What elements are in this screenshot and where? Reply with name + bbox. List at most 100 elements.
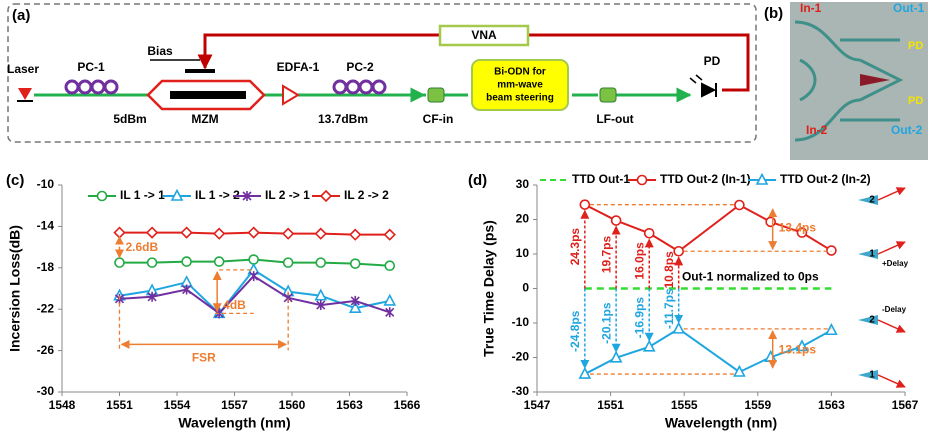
marker bbox=[610, 215, 622, 226]
value-label: 19.7ps bbox=[599, 236, 613, 274]
legend-label: IL 2 -> 1 bbox=[265, 188, 310, 202]
series-line bbox=[584, 327, 832, 375]
marker bbox=[795, 339, 809, 352]
bias-label: Bias bbox=[147, 44, 173, 58]
pd-label: PD bbox=[704, 54, 721, 68]
marker bbox=[765, 216, 776, 228]
marker bbox=[147, 291, 157, 302]
marker bbox=[826, 245, 837, 256]
marker bbox=[316, 300, 326, 311]
legend-label: TTD Out-2 (In-2) bbox=[780, 172, 871, 186]
value-label: -24.8ps bbox=[568, 310, 582, 352]
legend-marker bbox=[319, 189, 333, 203]
series-line bbox=[584, 203, 832, 253]
marker bbox=[734, 199, 745, 211]
marker bbox=[314, 288, 328, 301]
legend-label: IL 1 -> 2 bbox=[195, 188, 240, 202]
edfa-label: EDFA-1 bbox=[277, 60, 320, 74]
odn-label: beam steering bbox=[486, 93, 554, 104]
value-label: 24.3ps bbox=[568, 228, 582, 266]
antenna-array bbox=[858, 195, 878, 380]
x-tick-label: 1557 bbox=[221, 398, 248, 412]
marker bbox=[796, 227, 808, 238]
edfa-icon bbox=[282, 84, 300, 106]
pd-label: PD bbox=[908, 95, 923, 107]
beam-arrow bbox=[877, 187, 906, 388]
x-tick-label: 1563 bbox=[818, 398, 845, 412]
marker bbox=[314, 227, 327, 240]
chip-image: (b) In-1 Out-1 PD PD In-2 Out-2 bbox=[764, 1, 928, 160]
x-tick-label: 1559 bbox=[744, 398, 771, 412]
odn-label: Bi-ODN for bbox=[494, 67, 546, 78]
marker bbox=[113, 226, 126, 239]
marker bbox=[349, 258, 361, 269]
marker bbox=[182, 284, 192, 295]
y-tick-label: -22 bbox=[37, 301, 55, 315]
marker bbox=[114, 257, 125, 268]
y-axis-label: Incersion Loss(dB) bbox=[7, 225, 23, 352]
x-axis-label: Wavelength (nm) bbox=[665, 415, 777, 431]
bias-electrode bbox=[185, 69, 215, 73]
y-axis-label: True Time Delay (ps) bbox=[481, 220, 497, 357]
port-label: In-2 bbox=[806, 123, 828, 137]
lf-out-label: LF-out bbox=[596, 112, 633, 126]
legend-marker bbox=[242, 191, 252, 201]
mzm-label: MZM bbox=[191, 112, 218, 126]
marker bbox=[672, 321, 686, 334]
marker bbox=[642, 339, 656, 352]
legend-marker bbox=[170, 188, 184, 201]
y-tick-label: 10 bbox=[516, 246, 530, 260]
laser-icon bbox=[18, 88, 32, 100]
marker bbox=[247, 226, 260, 239]
legend-label: TTD Out-1 bbox=[572, 172, 630, 186]
y-tick-label: 20 bbox=[516, 212, 530, 226]
marker bbox=[145, 226, 159, 239]
series-line bbox=[119, 274, 391, 315]
y-tick-label: -14 bbox=[37, 219, 55, 233]
marker bbox=[282, 227, 295, 240]
marker bbox=[213, 256, 225, 267]
marker bbox=[673, 245, 684, 257]
annotation: 2.6dB bbox=[126, 240, 159, 254]
marker bbox=[213, 227, 226, 240]
y-tick-label: -10 bbox=[37, 177, 55, 191]
odn-label: mm-wave bbox=[497, 80, 543, 91]
marker bbox=[249, 271, 259, 282]
marker bbox=[383, 293, 397, 306]
lf-out-icon bbox=[599, 87, 617, 103]
y-tick-label: -20 bbox=[512, 350, 530, 364]
pd-icon bbox=[701, 82, 717, 98]
value-label: -11.7ps bbox=[662, 288, 676, 329]
icon-label: +Delay bbox=[882, 259, 909, 268]
legend-label: IL 1 -> 1 bbox=[120, 188, 165, 202]
y-tick-label: -30 bbox=[37, 384, 55, 398]
icon-label: 2 bbox=[869, 315, 875, 326]
annotation: Out-1 normalized to 0ps bbox=[682, 270, 819, 284]
marker bbox=[350, 295, 360, 306]
panel-label: (b) bbox=[764, 5, 783, 22]
x-tick-label: 1554 bbox=[164, 398, 191, 412]
x-tick-label: 1551 bbox=[597, 398, 624, 412]
y-tick-label: 0 bbox=[522, 281, 529, 295]
value-label: -16.9ps bbox=[632, 297, 646, 339]
y-tick-label: -30 bbox=[512, 384, 530, 398]
y-tick-label: -18 bbox=[37, 260, 55, 274]
port-label: In-1 bbox=[800, 1, 822, 15]
power-label: 13.7dBm bbox=[318, 112, 368, 126]
value-label: 16.0ps bbox=[632, 242, 646, 280]
odn-box bbox=[471, 59, 569, 111]
x-tick-label: 1551 bbox=[106, 398, 133, 412]
marker bbox=[349, 228, 362, 241]
vna-label: VNA bbox=[471, 28, 497, 42]
annotation: 4dB bbox=[223, 298, 246, 312]
marker bbox=[578, 366, 592, 379]
icon-label: 2 bbox=[869, 195, 875, 206]
pc2-label: PC-2 bbox=[346, 60, 374, 74]
x-axis-label: Wavelength (nm) bbox=[178, 415, 290, 431]
y-tick-label: -26 bbox=[37, 343, 55, 357]
y-tick-label: -10 bbox=[512, 315, 530, 329]
y-tick-label: 30 bbox=[516, 177, 530, 191]
x-tick-label: 1547 bbox=[524, 398, 551, 412]
taper bbox=[860, 74, 890, 86]
